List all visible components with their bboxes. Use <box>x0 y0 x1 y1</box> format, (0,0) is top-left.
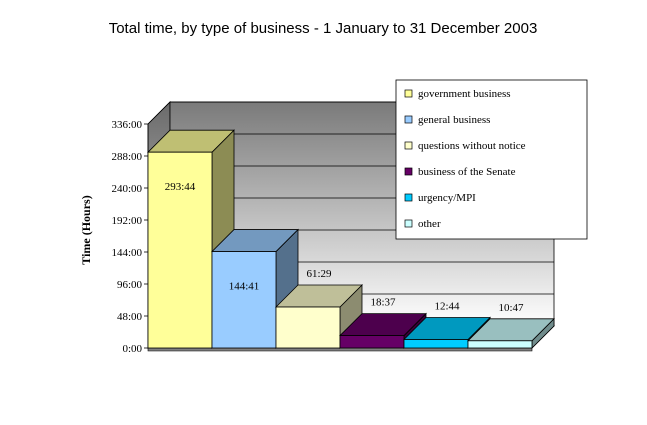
legend-entry: questions without notice <box>418 140 526 152</box>
chart-title: Total time, by type of business - 1 Janu… <box>109 20 538 37</box>
y-tick-label: 96:00 <box>117 279 143 291</box>
legend-entry: business of the Senate <box>418 166 516 178</box>
bar-front <box>339 335 405 349</box>
y-tick-label: 240:00 <box>111 183 142 195</box>
bar-front <box>147 151 213 349</box>
legend-entry: other <box>418 218 441 230</box>
y-tick-label: 144:00 <box>111 247 142 259</box>
data-label: 61:29 <box>306 268 332 280</box>
bar-front <box>403 339 469 349</box>
legend: government business general business quest… <box>395 79 588 240</box>
legend-swatch <box>404 141 413 150</box>
legend-entry: general business <box>418 114 490 126</box>
y-tick-label: 288:00 <box>111 151 142 163</box>
legend-swatch <box>404 219 413 228</box>
data-label: 144:41 <box>229 281 260 293</box>
bar-6 <box>467 317 555 349</box>
data-label: 18:37 <box>370 297 396 309</box>
data-label: 293:44 <box>165 181 196 193</box>
bar-front <box>275 306 341 349</box>
legend-swatch <box>404 193 413 202</box>
bar-front <box>211 251 277 349</box>
y-axis-label: Time (Hours) <box>79 195 93 264</box>
y-tick-label: 336:00 <box>111 119 142 131</box>
y-tick-label: 0:00 <box>122 343 142 355</box>
legend-swatch <box>404 89 413 98</box>
y-tick-label: 192:00 <box>111 215 142 227</box>
y-tick-label: 48:00 <box>117 311 143 323</box>
bar-front <box>467 340 533 349</box>
gridline-side <box>147 101 171 125</box>
legend-entry: government business <box>418 88 511 100</box>
legend-swatch <box>404 167 413 176</box>
legend-swatch <box>404 115 413 124</box>
bar-1 <box>147 129 235 349</box>
data-label: 10:47 <box>498 302 524 314</box>
data-label: 12:44 <box>434 301 460 313</box>
legend-box <box>395 79 588 240</box>
legend-entry: urgency/MPI <box>418 192 476 204</box>
